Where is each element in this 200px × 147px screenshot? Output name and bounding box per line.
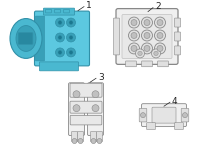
FancyBboxPatch shape [36, 16, 44, 61]
FancyBboxPatch shape [174, 46, 180, 55]
FancyBboxPatch shape [116, 9, 178, 64]
Text: 4: 4 [172, 97, 178, 106]
FancyBboxPatch shape [40, 62, 78, 71]
Circle shape [152, 49, 160, 58]
FancyBboxPatch shape [114, 18, 120, 55]
Circle shape [73, 105, 80, 112]
Circle shape [97, 138, 102, 143]
Circle shape [69, 50, 73, 54]
Circle shape [66, 18, 76, 27]
FancyBboxPatch shape [70, 83, 102, 97]
FancyBboxPatch shape [35, 11, 90, 66]
Circle shape [91, 138, 96, 143]
Ellipse shape [10, 19, 42, 58]
Circle shape [154, 17, 166, 28]
Circle shape [69, 35, 73, 40]
Circle shape [131, 32, 137, 39]
Circle shape [69, 21, 73, 25]
Circle shape [142, 30, 153, 41]
FancyBboxPatch shape [152, 107, 176, 123]
Circle shape [140, 113, 146, 118]
FancyBboxPatch shape [142, 61, 152, 67]
FancyBboxPatch shape [78, 132, 84, 142]
FancyBboxPatch shape [68, 83, 84, 136]
Circle shape [56, 18, 64, 27]
Ellipse shape [16, 26, 36, 51]
Circle shape [78, 138, 83, 143]
FancyBboxPatch shape [175, 123, 183, 130]
Circle shape [157, 45, 163, 51]
FancyBboxPatch shape [158, 61, 168, 67]
Text: 2: 2 [155, 2, 161, 11]
FancyBboxPatch shape [90, 132, 96, 142]
FancyBboxPatch shape [44, 8, 74, 15]
Text: 3: 3 [98, 73, 104, 82]
Circle shape [128, 17, 140, 28]
Circle shape [72, 138, 77, 143]
Circle shape [58, 50, 62, 54]
Circle shape [131, 45, 137, 51]
Circle shape [157, 32, 163, 39]
Circle shape [182, 113, 188, 118]
Circle shape [58, 35, 62, 40]
FancyBboxPatch shape [96, 132, 102, 142]
Circle shape [66, 48, 76, 57]
FancyBboxPatch shape [122, 15, 172, 58]
Circle shape [136, 49, 144, 58]
FancyBboxPatch shape [55, 9, 60, 13]
FancyBboxPatch shape [126, 61, 136, 67]
Circle shape [56, 48, 64, 57]
FancyBboxPatch shape [174, 32, 180, 41]
FancyBboxPatch shape [174, 18, 180, 27]
Circle shape [138, 51, 142, 56]
Circle shape [66, 33, 76, 42]
FancyBboxPatch shape [70, 101, 102, 113]
Circle shape [56, 33, 64, 42]
Circle shape [144, 45, 150, 51]
Circle shape [144, 20, 150, 26]
Circle shape [128, 43, 140, 54]
Circle shape [73, 91, 80, 98]
FancyBboxPatch shape [18, 33, 33, 44]
FancyBboxPatch shape [147, 123, 155, 130]
FancyBboxPatch shape [88, 83, 104, 136]
Circle shape [128, 30, 140, 41]
FancyBboxPatch shape [64, 9, 69, 13]
Circle shape [154, 30, 166, 41]
Circle shape [157, 20, 163, 26]
FancyBboxPatch shape [181, 108, 189, 122]
FancyBboxPatch shape [142, 104, 186, 127]
Circle shape [154, 51, 158, 56]
Circle shape [58, 21, 62, 25]
Circle shape [131, 20, 137, 26]
Circle shape [92, 91, 99, 98]
Circle shape [92, 105, 99, 112]
Circle shape [142, 17, 153, 28]
FancyBboxPatch shape [46, 9, 51, 13]
FancyBboxPatch shape [72, 132, 78, 142]
Circle shape [142, 43, 153, 54]
Text: 1: 1 [86, 1, 92, 10]
FancyBboxPatch shape [139, 108, 147, 122]
Circle shape [154, 43, 166, 54]
FancyBboxPatch shape [70, 115, 102, 125]
Circle shape [144, 32, 150, 39]
